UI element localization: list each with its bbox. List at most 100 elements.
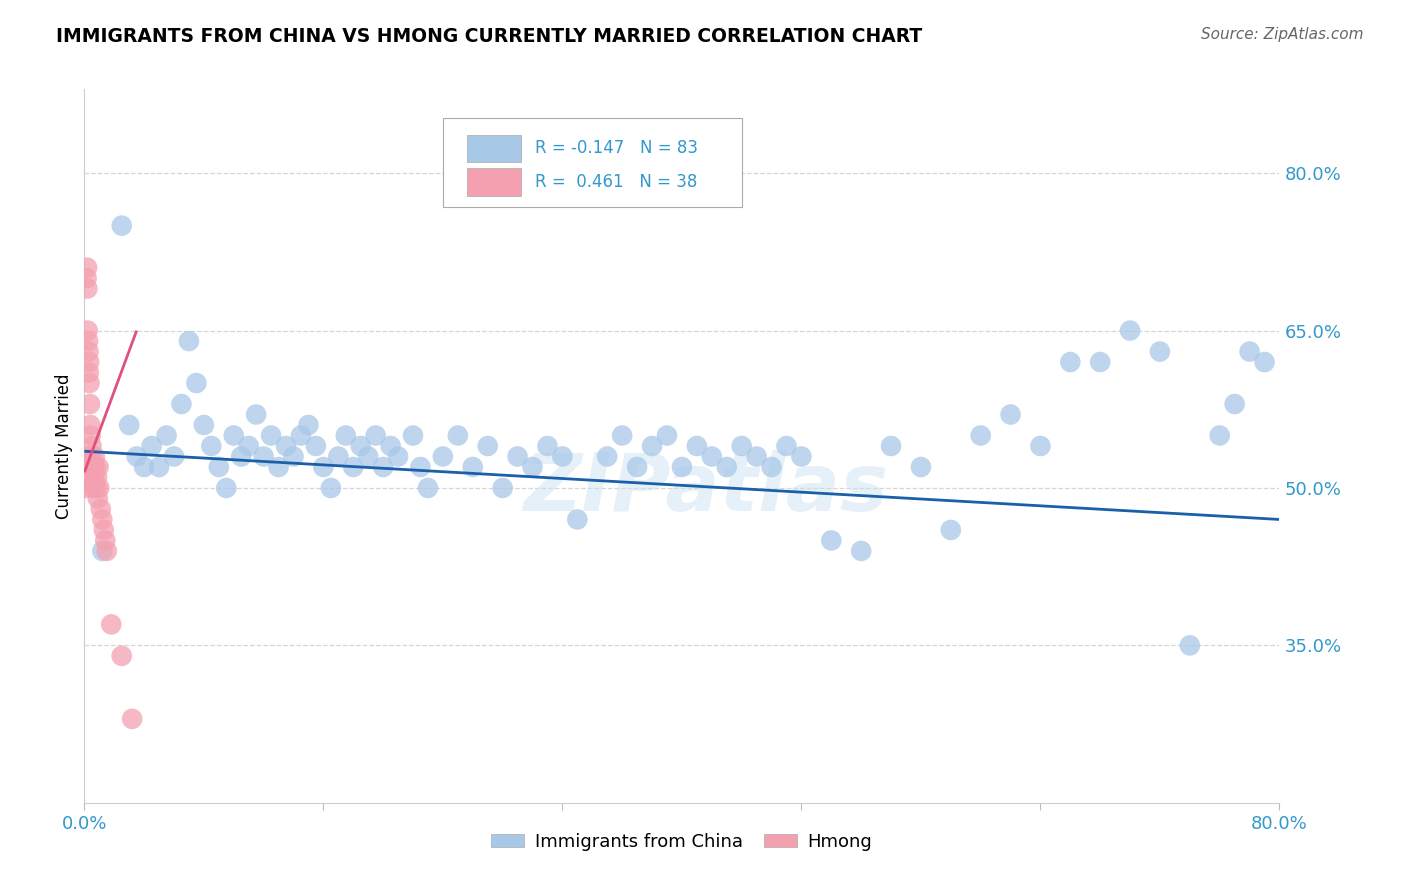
Point bbox=[731, 439, 754, 453]
Point bbox=[77, 344, 100, 359]
Point bbox=[1029, 439, 1052, 453]
Point bbox=[77, 355, 100, 369]
Text: Source: ZipAtlas.com: Source: ZipAtlas.com bbox=[1201, 27, 1364, 42]
Point bbox=[77, 334, 100, 348]
Point bbox=[79, 417, 101, 432]
Point bbox=[1059, 355, 1081, 369]
Point bbox=[121, 712, 143, 726]
Point bbox=[155, 428, 177, 442]
Point bbox=[87, 491, 110, 506]
FancyBboxPatch shape bbox=[467, 135, 520, 162]
Point bbox=[522, 460, 544, 475]
Text: IMMIGRANTS FROM CHINA VS HMONG CURRENTLY MARRIED CORRELATION CHART: IMMIGRANTS FROM CHINA VS HMONG CURRENTLY… bbox=[56, 27, 922, 45]
Point bbox=[373, 460, 395, 475]
Point bbox=[93, 523, 115, 537]
Point bbox=[939, 523, 962, 537]
Point bbox=[551, 450, 574, 464]
Point bbox=[76, 260, 98, 275]
Point bbox=[364, 428, 387, 442]
Point bbox=[163, 450, 186, 464]
Point bbox=[75, 481, 97, 495]
Point bbox=[86, 470, 108, 484]
Point bbox=[94, 533, 117, 548]
Point bbox=[96, 544, 118, 558]
Point bbox=[335, 428, 357, 442]
Point bbox=[910, 460, 932, 475]
Point bbox=[851, 544, 873, 558]
Point bbox=[141, 439, 163, 453]
Point bbox=[536, 439, 558, 453]
Point bbox=[170, 397, 193, 411]
Point bbox=[77, 366, 100, 380]
FancyBboxPatch shape bbox=[467, 169, 520, 195]
Point bbox=[87, 460, 110, 475]
Point bbox=[79, 397, 101, 411]
Point bbox=[260, 428, 283, 442]
Point bbox=[686, 439, 709, 453]
Y-axis label: Currently Married: Currently Married bbox=[55, 373, 73, 519]
Point bbox=[100, 617, 122, 632]
Point bbox=[312, 460, 335, 475]
Point bbox=[447, 428, 470, 442]
Point bbox=[82, 460, 104, 475]
Point bbox=[761, 460, 783, 475]
Point bbox=[409, 460, 432, 475]
Point bbox=[790, 450, 813, 464]
Text: R =  0.461   N = 38: R = 0.461 N = 38 bbox=[534, 173, 697, 191]
Point bbox=[245, 408, 267, 422]
Point bbox=[1223, 397, 1246, 411]
Point bbox=[506, 450, 529, 464]
Point bbox=[290, 428, 312, 442]
Point bbox=[111, 219, 134, 233]
Point bbox=[76, 282, 98, 296]
Point bbox=[380, 439, 402, 453]
Point bbox=[305, 439, 328, 453]
Legend: Immigrants from China, Hmong: Immigrants from China, Hmong bbox=[484, 826, 880, 858]
Point bbox=[148, 460, 170, 475]
Point bbox=[626, 460, 648, 475]
Point bbox=[1178, 639, 1201, 653]
Point bbox=[80, 450, 103, 464]
Point bbox=[132, 460, 156, 475]
Point bbox=[215, 481, 238, 495]
Point bbox=[655, 428, 678, 442]
Point bbox=[200, 439, 222, 453]
Text: R = -0.147   N = 83: R = -0.147 N = 83 bbox=[534, 139, 697, 157]
Point bbox=[80, 460, 103, 475]
Point bbox=[186, 376, 208, 390]
Point bbox=[80, 439, 103, 453]
Point bbox=[267, 460, 290, 475]
Point bbox=[91, 544, 114, 558]
Point bbox=[432, 450, 454, 464]
Point bbox=[111, 648, 134, 663]
FancyBboxPatch shape bbox=[443, 118, 742, 207]
Point bbox=[1239, 344, 1261, 359]
Point bbox=[283, 450, 305, 464]
Text: ZIPatlas: ZIPatlas bbox=[523, 450, 889, 528]
Point bbox=[75, 450, 97, 464]
Point bbox=[75, 470, 97, 484]
Point bbox=[1090, 355, 1112, 369]
Point bbox=[402, 428, 425, 442]
Point bbox=[745, 450, 768, 464]
Point bbox=[193, 417, 215, 432]
Point bbox=[567, 512, 589, 526]
Point bbox=[83, 470, 105, 484]
Point bbox=[238, 439, 260, 453]
Point bbox=[177, 334, 200, 348]
Point bbox=[492, 481, 515, 495]
Point bbox=[75, 460, 97, 475]
Point bbox=[274, 439, 297, 453]
Point bbox=[86, 481, 108, 495]
Point bbox=[82, 470, 104, 484]
Point bbox=[880, 439, 903, 453]
Point bbox=[477, 439, 499, 453]
Point bbox=[820, 533, 842, 548]
Point bbox=[1000, 408, 1022, 422]
Point bbox=[596, 450, 619, 464]
Point bbox=[231, 450, 253, 464]
Point bbox=[91, 512, 114, 526]
Point bbox=[612, 428, 634, 442]
Point bbox=[970, 428, 993, 442]
Point bbox=[76, 271, 98, 285]
